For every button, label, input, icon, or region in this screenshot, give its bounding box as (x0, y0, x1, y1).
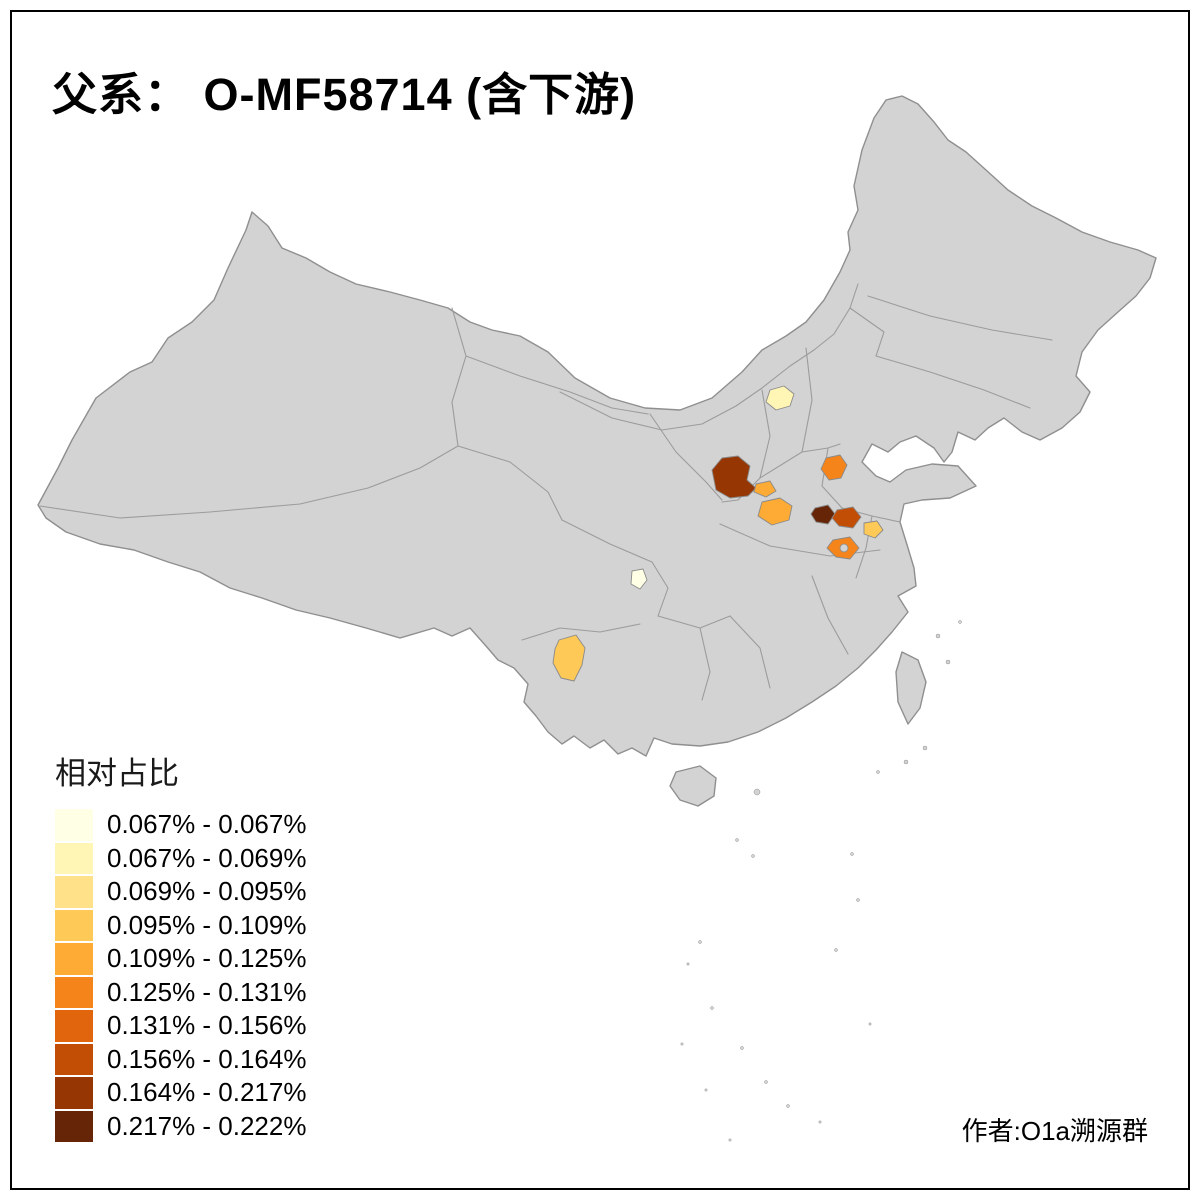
landmass-group (37, 95, 1157, 1142)
island-dot (868, 1022, 872, 1026)
province-border-line (875, 355, 1031, 409)
legend-swatch (55, 909, 93, 941)
island-dot (856, 898, 860, 902)
legend-label: 0.131% - 0.156% (107, 1010, 307, 1041)
island-dot (735, 838, 739, 842)
legend-label: 0.125% - 0.131% (107, 976, 307, 1007)
island-dot (686, 962, 690, 966)
island-dot (945, 659, 951, 665)
map-region-9-hole (839, 543, 849, 553)
province-border-line (465, 355, 649, 415)
province-border-line (867, 295, 1053, 341)
island-dot (710, 1006, 714, 1010)
legend: 相对占比 0.067% - 0.067% 0.067% - 0.069% 0.0… (55, 748, 306, 1144)
legend-swatch (55, 976, 93, 1008)
map-region-6 (810, 504, 836, 525)
map-region-1 (765, 385, 795, 411)
province-border-line (457, 445, 563, 521)
legend-label: 0.095% - 0.109% (107, 909, 307, 940)
legend-item: 0.217% - 0.222% (55, 1110, 307, 1142)
province-border-line (801, 347, 813, 453)
legend-swatch (55, 809, 93, 841)
province-border-line (811, 575, 849, 655)
map-region-10 (630, 568, 648, 590)
island-dot (786, 1104, 790, 1108)
map-region-11 (552, 634, 586, 682)
legend-label: 0.067% - 0.067% (107, 809, 307, 840)
island-dot (834, 948, 838, 952)
province-border-line (759, 451, 803, 479)
province-borders-group (39, 283, 1053, 701)
island-dot (850, 852, 854, 856)
island-dot (764, 1080, 768, 1084)
island-dot (728, 1138, 732, 1142)
province-border-line (759, 389, 771, 479)
province-border-line (699, 627, 711, 701)
legend-item: 0.156% - 0.164% (55, 1043, 307, 1075)
island-dot (958, 620, 962, 624)
legend-swatch (55, 943, 93, 975)
legend-label: 0.217% - 0.222% (107, 1110, 307, 1141)
legend-swatch (55, 876, 93, 908)
mainland-china-shape (37, 95, 1157, 757)
author-credit: 作者:O1a溯源群 (961, 1116, 1148, 1146)
legend-title: 相对占比 (55, 756, 179, 791)
island-dot (698, 940, 702, 944)
legend-label: 0.069% - 0.095% (107, 876, 307, 907)
province-border-line (561, 519, 669, 617)
island-dot (922, 745, 928, 751)
legend-item: 0.109% - 0.125% (55, 943, 306, 975)
map-region-8 (863, 520, 884, 539)
legend-swatch (55, 1043, 93, 1075)
island-dot (680, 1042, 684, 1046)
legend-swatch (55, 1010, 93, 1042)
legend-item: 0.131% - 0.156% (55, 1010, 306, 1042)
map-region-2 (711, 455, 757, 499)
island-dot (704, 1088, 708, 1092)
legend-label: 0.109% - 0.125% (107, 943, 307, 974)
map-region-5 (757, 497, 793, 526)
legend-label: 0.067% - 0.069% (107, 842, 307, 873)
legend-swatch (55, 842, 93, 874)
island-dot (740, 1046, 744, 1050)
legend-item: 0.067% - 0.067% (55, 809, 306, 841)
island-dot (935, 633, 941, 639)
province-border-line (849, 307, 885, 357)
taiwan-island-shape (895, 651, 927, 725)
legend-item: 0.164% - 0.217% (55, 1077, 306, 1109)
legend-label: 0.164% - 0.217% (107, 1077, 307, 1108)
province-border-line (39, 445, 459, 519)
province-border-line (451, 307, 467, 447)
legend-item: 0.067% - 0.069% (55, 842, 307, 874)
province-border-line (729, 615, 771, 689)
island-dot (903, 759, 909, 765)
legend-item: 0.069% - 0.095% (55, 876, 306, 908)
page-title: 父系： O-MF58714 (含下游) (52, 69, 637, 120)
island-dot (876, 770, 880, 774)
legend-item: 0.095% - 0.109% (55, 909, 307, 941)
legend-item: 0.125% - 0.131% (55, 976, 307, 1008)
map-region-4 (820, 454, 848, 481)
province-border-line (559, 283, 859, 431)
legend-swatch (55, 1110, 93, 1142)
island-dot (751, 854, 755, 858)
island-dot (818, 1120, 822, 1124)
province-border-line (649, 413, 723, 501)
map-region-7 (831, 506, 862, 529)
highlighted-regions-group (552, 385, 884, 682)
legend-label: 0.156% - 0.164% (107, 1043, 307, 1074)
hainan-island-shape (669, 765, 717, 807)
island-dot (753, 788, 761, 796)
province-border-line (521, 623, 641, 641)
map-region-3 (753, 480, 777, 498)
legend-swatch (55, 1077, 93, 1109)
